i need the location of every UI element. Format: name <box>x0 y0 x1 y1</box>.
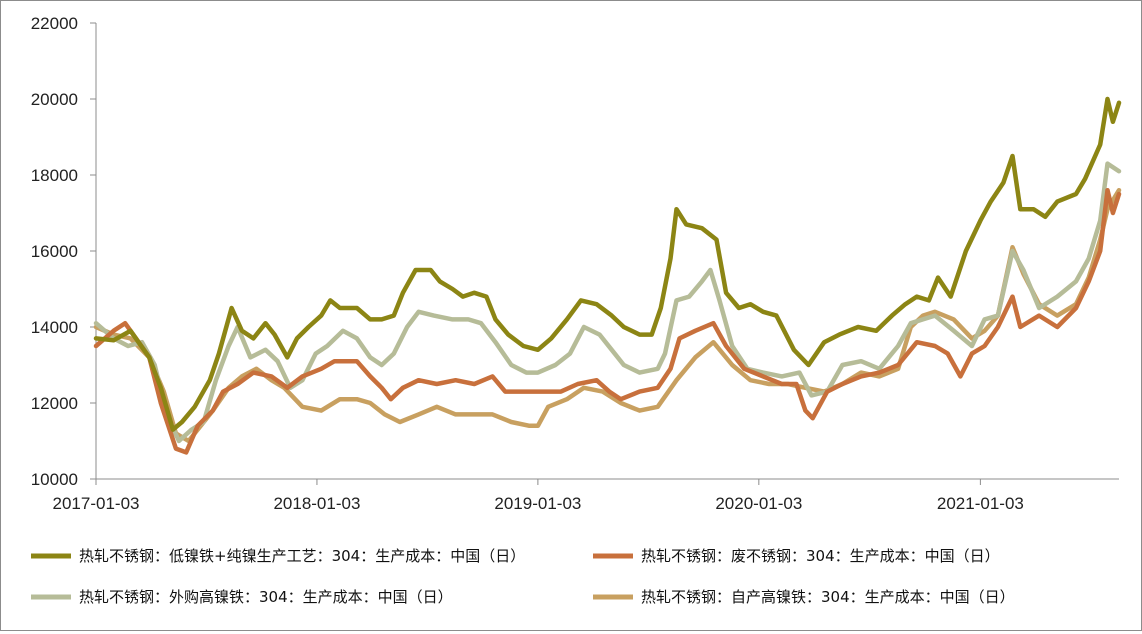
y-tick-label: 20000 <box>31 90 78 109</box>
x-tick-label: 2019-01-03 <box>494 494 581 513</box>
plot-area: 10000 12000 14000 16000 18000 20000 22000 2017… <box>31 14 1122 513</box>
x-tick-label: 2021-01-03 <box>937 494 1024 513</box>
legend-item-1: 热轧不锈钢：低镍铁+纯镍生产工艺：304：生产成本：中国（日） <box>31 547 525 565</box>
x-tick-label: 2020-01-03 <box>715 494 802 513</box>
legend-item-4: 热轧不锈钢：自产高镍铁：304：生产成本：中国（日） <box>593 588 1015 606</box>
legend-label: 热轧不锈钢：废不锈钢：304：生产成本：中国（日） <box>641 547 1000 565</box>
x-axis: 2017-01-03 2018-01-03 2019-01-03 2020-01-03… <box>53 478 1119 513</box>
legend-label: 热轧不锈钢：低镍铁+纯镍生产工艺：304：生产成本：中国（日） <box>79 547 525 565</box>
legend: 热轧不锈钢：低镍铁+纯镍生产工艺：304：生产成本：中国（日） 热轧不锈钢：废不锈… <box>31 547 1015 606</box>
y-tick-label: 18000 <box>31 166 78 185</box>
y-tick-label: 14000 <box>31 318 78 337</box>
y-tick-label: 12000 <box>31 394 78 413</box>
series-layer <box>93 96 1122 455</box>
series-line-1 <box>93 96 1122 432</box>
legend-item-3: 热轧不锈钢：外购高镍铁：304：生产成本：中国（日） <box>31 588 453 606</box>
x-tick-label: 2018-01-03 <box>273 494 360 513</box>
y-axis: 10000 12000 14000 16000 18000 20000 22000 <box>31 14 97 489</box>
series-line-4 <box>93 187 1122 444</box>
y-tick-label: 22000 <box>31 14 78 33</box>
x-tick-label: 2017-01-03 <box>53 494 140 513</box>
series-line-3 <box>93 161 1122 444</box>
y-tick-label: 16000 <box>31 242 78 261</box>
legend-item-2: 热轧不锈钢：废不锈钢：304：生产成本：中国（日） <box>593 547 1000 565</box>
legend-label: 热轧不锈钢：自产高镍铁：304：生产成本：中国（日） <box>641 588 1015 606</box>
y-tick-label: 10000 <box>31 470 78 489</box>
legend-label: 热轧不锈钢：外购高镍铁：304：生产成本：中国（日） <box>79 588 453 606</box>
series-line-2 <box>93 187 1122 455</box>
